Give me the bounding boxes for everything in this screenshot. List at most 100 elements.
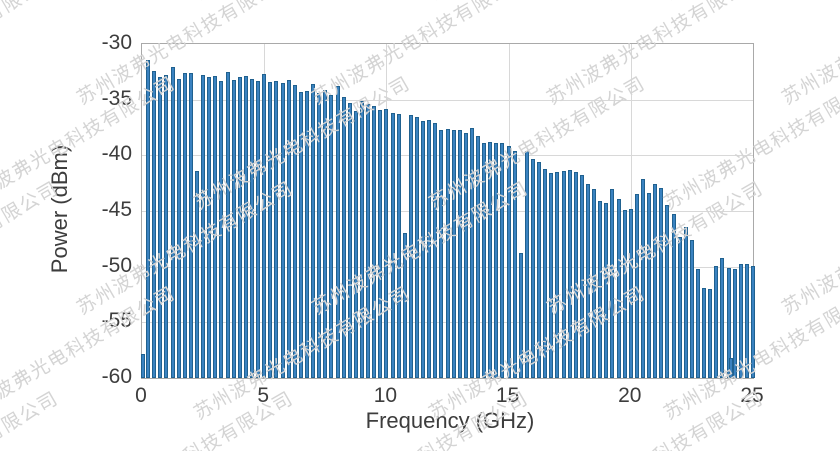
spectrum-bar	[463, 133, 468, 378]
spectrum-bar	[243, 76, 248, 378]
spectrum-bar	[188, 72, 193, 378]
spectrum-bar	[671, 214, 676, 378]
spectrum-bar	[194, 170, 199, 378]
watermark-text: 苏州波弗光电科技有限公司	[776, 384, 840, 451]
spectrum-bar	[634, 194, 639, 378]
spectrum-bar	[304, 90, 309, 378]
spectrum-bar	[249, 78, 254, 378]
spectrum-bar	[219, 80, 224, 378]
spectrum-bar	[729, 357, 733, 378]
spectrum-bar	[207, 77, 212, 378]
spectrum-bar	[702, 287, 707, 378]
watermark-text: 苏州波弗光电科技有限公司	[0, 0, 180, 5]
spectrum-bar	[488, 141, 493, 378]
spectrum-bar	[561, 170, 566, 378]
y-tick-label: -40	[101, 142, 132, 166]
spectrum-bar	[689, 239, 694, 378]
spectrum-bar	[256, 80, 261, 378]
spectrum-bar	[237, 77, 242, 378]
spectrum-bar	[616, 198, 621, 378]
spectrum-bar	[213, 76, 218, 378]
spectrum-bar	[225, 71, 230, 378]
spectrum-bar	[641, 178, 646, 378]
spectrum-bar	[604, 203, 609, 378]
spectrum-bar	[579, 175, 584, 378]
spectrum-bar	[457, 129, 462, 378]
spectrum-bar	[176, 78, 181, 378]
spectrum-bar	[726, 267, 731, 378]
spectrum-bar	[708, 288, 713, 378]
spectrum-bar	[751, 265, 755, 378]
watermark-text: 苏州波弗光电科技有限公司	[658, 0, 840, 5]
spectrum-bar	[494, 143, 499, 378]
x-tick-label: 10	[373, 384, 398, 407]
spectrum-bar	[268, 81, 273, 378]
spectrum-bar	[531, 158, 536, 378]
spectrum-bar	[311, 84, 316, 378]
y-tick-label: -35	[101, 86, 132, 110]
spectrum-bar	[353, 110, 358, 378]
watermark-text: 苏州波弗光电科技有限公司	[778, 178, 840, 320]
spectrum-bar	[182, 72, 187, 378]
spectrum-bar	[274, 80, 279, 378]
spectrum-bar	[592, 188, 597, 378]
plot-area	[141, 43, 755, 379]
watermark-text: 苏州波弗光电科技有限公司	[423, 0, 650, 5]
x-tick-label: 5	[257, 384, 270, 407]
y-tick-label: -60	[101, 365, 132, 388]
spectrum-bar	[653, 184, 658, 378]
spectrum-bar	[341, 97, 346, 378]
y-tick-label: -45	[101, 198, 132, 221]
watermark-text: 苏州波弗光电科技有限公司	[188, 0, 415, 5]
spectrum-bar	[555, 172, 560, 378]
watermark-text: 苏州波弗光电科技有限公司	[778, 0, 840, 110]
x-tick-label: 15	[495, 384, 520, 407]
spectrum-bar	[573, 172, 578, 378]
spectrum-bar	[414, 117, 419, 378]
y-tick-label: -55	[101, 309, 132, 333]
x-tick-label: 20	[618, 384, 642, 407]
spectrum-bar	[164, 75, 169, 378]
spectrum-bar	[323, 89, 328, 378]
spectrum-bar	[732, 268, 737, 378]
spectrum-bar	[439, 129, 444, 378]
x-axis-title: Frequency (GHz)	[365, 408, 535, 433]
spectrum-bar	[231, 79, 236, 378]
watermark-text: 苏州波弗光电科技有限公司	[0, 384, 63, 451]
spectrum-bar	[329, 95, 334, 378]
spectrum-bar	[445, 128, 450, 378]
spectrum-bar	[482, 143, 487, 378]
spectrum-bar	[506, 146, 511, 378]
spectrum-bar	[659, 187, 664, 378]
spectrum-bar	[500, 143, 505, 378]
spectrum-bar	[366, 104, 371, 378]
spectrum-bar	[408, 115, 413, 378]
spectrum-bar	[696, 268, 700, 378]
spectrum-bar	[141, 353, 146, 378]
spectrum-bar	[390, 113, 395, 378]
spectrum-bar	[518, 253, 523, 378]
spectrum-bar	[543, 168, 548, 378]
spectrum-bar	[476, 136, 481, 378]
spectrum-bar	[738, 264, 743, 378]
spectrum-bar	[622, 209, 627, 378]
spectrum-bar	[286, 79, 291, 378]
spectrum-bar	[512, 150, 517, 378]
spectrum-bar	[549, 173, 554, 378]
spectrum-bar	[347, 103, 352, 378]
spectrum-bar	[201, 75, 206, 378]
x-tick-label: 25	[740, 384, 764, 407]
y-tick-label: -30	[101, 31, 132, 54]
spectrum-bar	[744, 264, 749, 378]
spectrum-bar	[524, 150, 529, 378]
spectrum-bar	[402, 233, 407, 378]
h-gridline	[142, 99, 753, 101]
spectrum-bar	[292, 85, 297, 378]
spectrum-bar	[262, 74, 267, 378]
spectrum-bar	[433, 123, 438, 378]
spectrum-bar	[378, 109, 383, 378]
spectrum-bar	[677, 236, 682, 378]
spectrum-bar	[396, 114, 401, 378]
spectrum-bar	[427, 119, 432, 378]
spectrum-bar	[317, 92, 322, 378]
